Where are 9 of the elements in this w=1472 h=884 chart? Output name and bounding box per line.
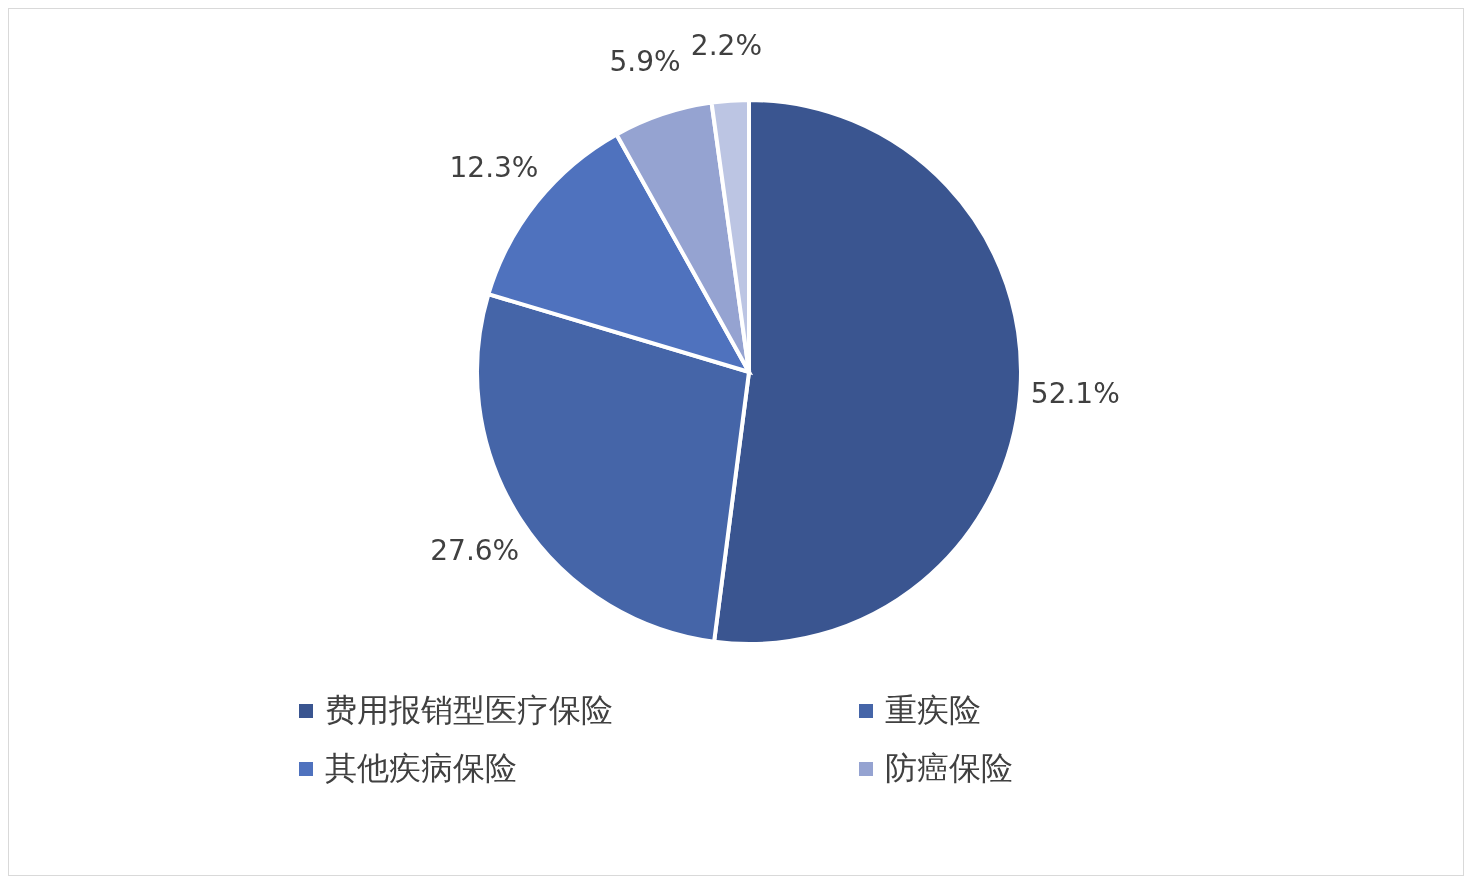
data-label: 5.9% [609,45,681,79]
data-label: 52.1% [1030,376,1120,410]
data-label: 2.2% [690,29,763,63]
data-label: 12.3% [449,150,539,184]
legend-label: 重疾险 [885,690,981,731]
legend-label: 防癌保险 [885,748,1013,789]
data-label: 27.6% [430,533,520,567]
legend-label: 其他疾病保险 [325,748,517,789]
legend-label: 费用报销型医疗保险 [325,690,613,731]
